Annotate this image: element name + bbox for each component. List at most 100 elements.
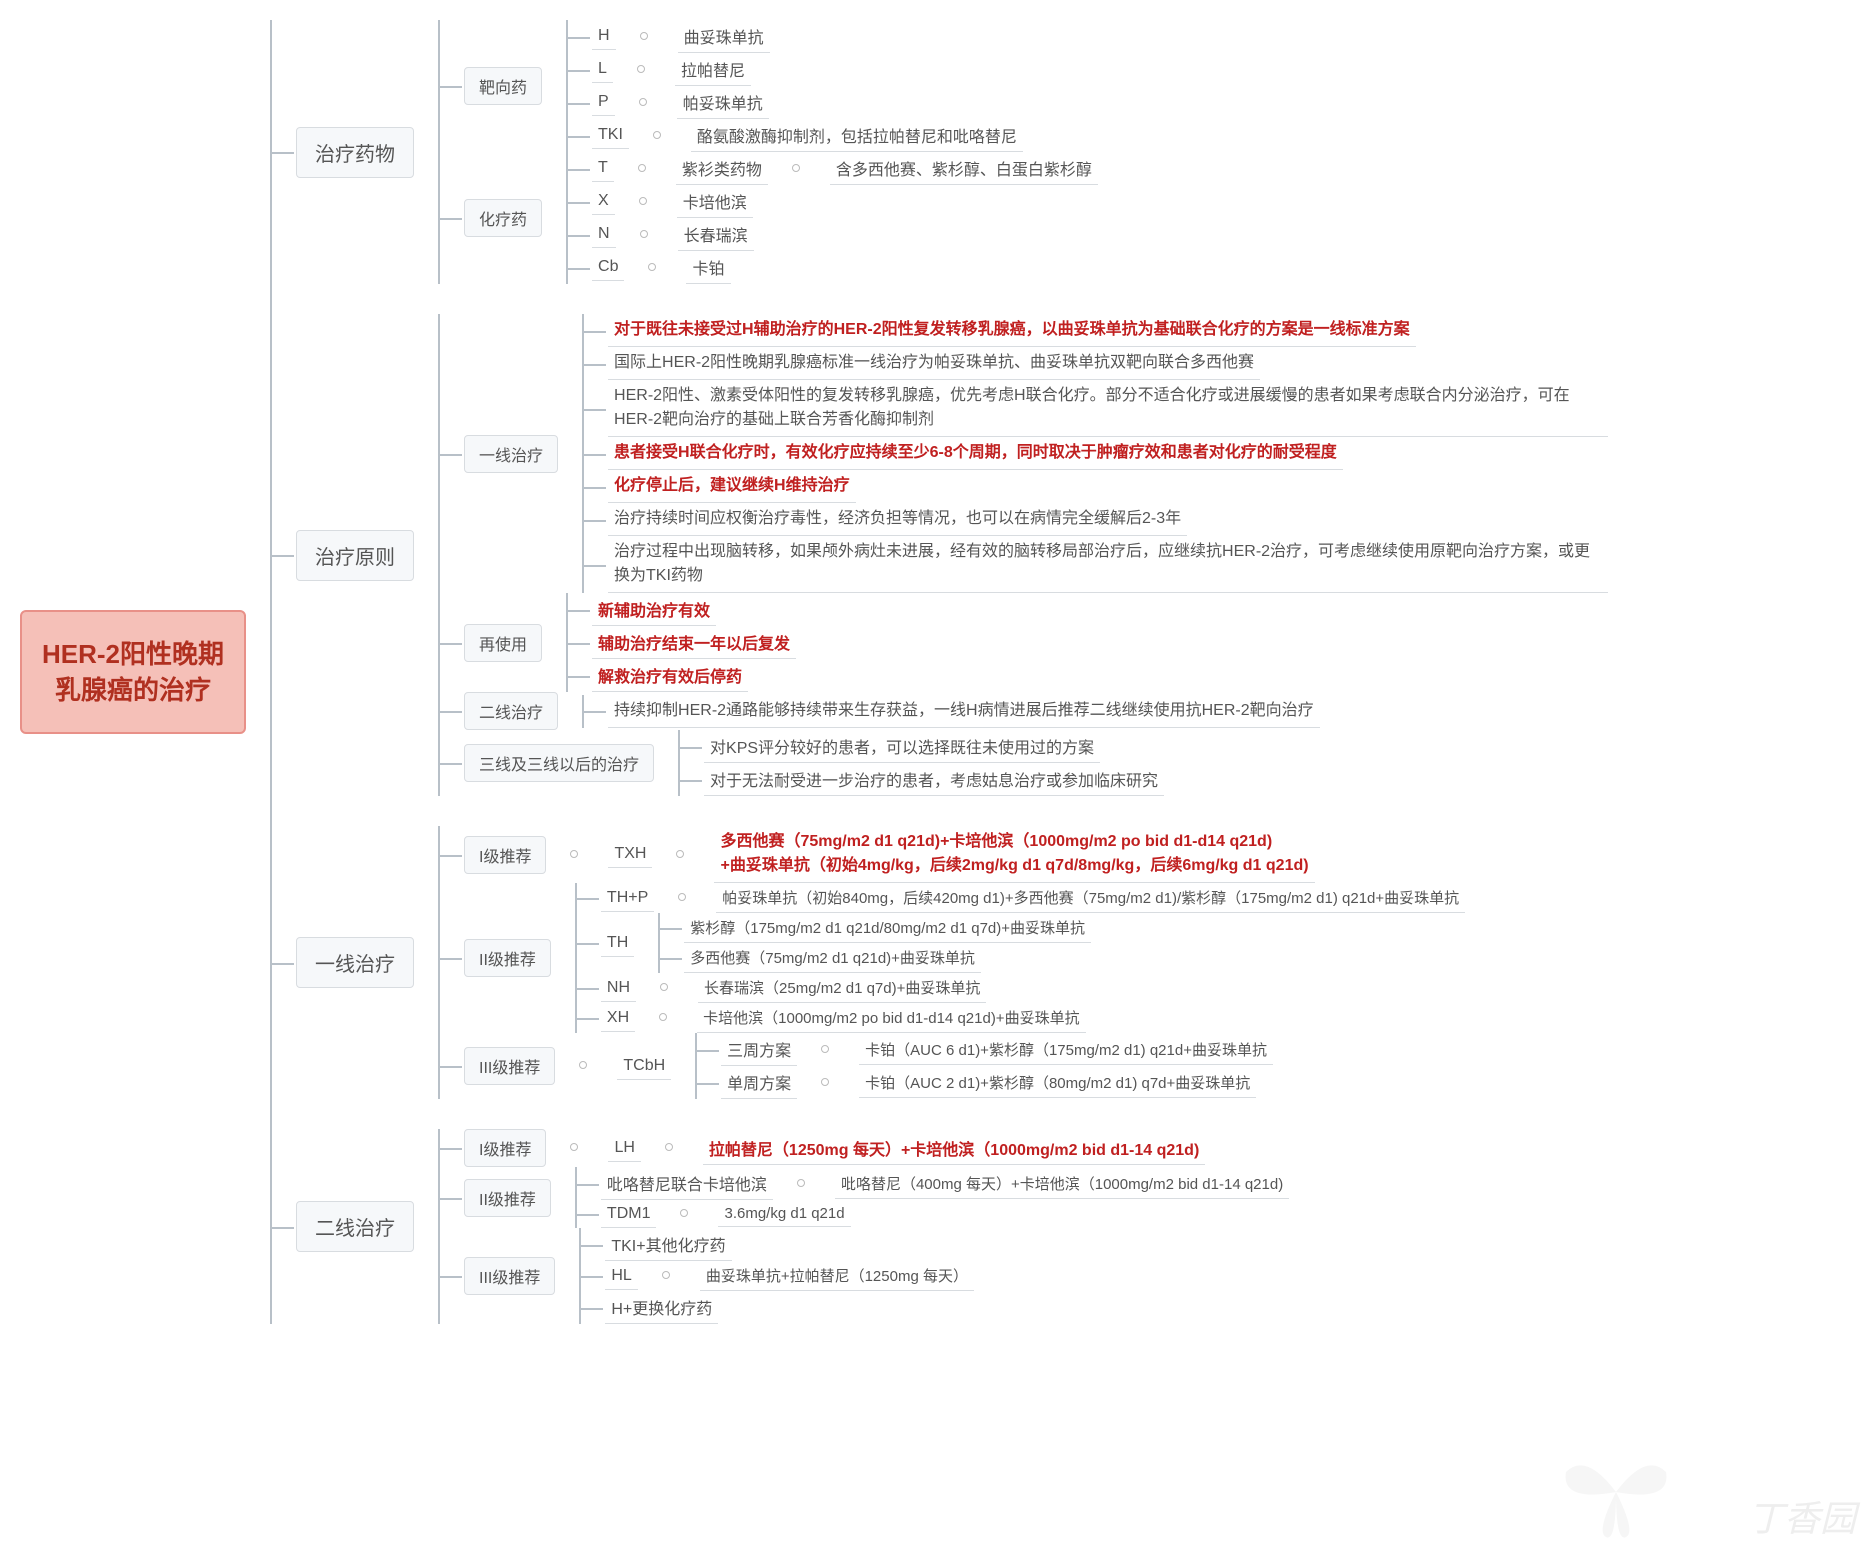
principles-node[interactable]: 治疗原则 xyxy=(296,530,414,581)
tdm1-name: 3.6mg/kg d1 q21d xyxy=(718,1201,850,1227)
fl-rec1-text: 多西他赛（75mg/m2 d1 q21d)+卡培他滨（1000mg/m2 po … xyxy=(714,826,1314,883)
sl-rec1-node[interactable]: I级推荐 xyxy=(464,1129,546,1167)
drug-n-name: 长春瑞滨 xyxy=(678,218,754,251)
p-first-b: 国际上HER-2阳性晚期乳腺癌标准一线治疗为帕妥珠单抗、曲妥珠单抗双靶向联合多西… xyxy=(608,347,1260,380)
drug-h-code: H xyxy=(592,23,616,50)
lh-code: LH xyxy=(608,1135,640,1162)
sl-r3c: H+更换化疗药 xyxy=(605,1291,718,1324)
thp-name: 帕妥珠单抗（初始840mg，后续420mg d1)+多西他赛（75mg/m2 d… xyxy=(716,883,1465,913)
sl-r2a-name: 吡咯替尼（400mg 每天）+卡培他滨（1000mg/m2 bid d1-14 … xyxy=(835,1169,1289,1199)
hl-name: 曲妥珠单抗+拉帕替尼（1250mg 每天） xyxy=(700,1261,974,1291)
meds-node[interactable]: 治疗药物 xyxy=(296,127,414,178)
dot-icon xyxy=(678,893,686,901)
dot-icon xyxy=(579,1061,587,1069)
fl-rec1-node[interactable]: I级推荐 xyxy=(464,836,546,874)
dot-icon xyxy=(570,850,578,858)
three-week-name: 卡铂（AUC 6 d1)+紫杉醇（175mg/m2 d1) q21d+曲妥珠单抗 xyxy=(859,1035,1273,1065)
drug-cb-name: 卡铂 xyxy=(686,251,730,284)
dot-icon xyxy=(680,1209,688,1217)
second-principle-node[interactable]: 二线治疗 xyxy=(464,692,558,730)
watermark-text: 丁香园 xyxy=(1748,1490,1856,1542)
reuse-b: 辅助治疗结束一年以后复发 xyxy=(592,626,796,659)
third-principle-node[interactable]: 三线及三线以后的治疗 xyxy=(464,744,654,782)
fl-rec3-node[interactable]: III级推荐 xyxy=(464,1047,555,1085)
nh-name: 长春瑞滨（25mg/m2 d1 q7d)+曲妥珠单抗 xyxy=(698,973,986,1003)
dot-icon xyxy=(638,164,646,172)
dot-icon xyxy=(821,1045,829,1053)
root-line1: HER-2阳性晚期 xyxy=(42,639,224,669)
drug-x-code: X xyxy=(592,188,615,215)
dot-icon xyxy=(639,197,647,205)
drug-t-code: T xyxy=(592,155,614,182)
p-first-a: 对于既往未接受过H辅助治疗的HER-2阳性复发转移乳腺癌，以曲妥珠单抗为基础联合… xyxy=(608,314,1416,347)
p-first-c: HER-2阳性、激素受体阳性的复发转移乳腺癌，优先考虑H联合化疗。部分不适合化疗… xyxy=(608,380,1608,437)
dot-icon xyxy=(653,131,661,139)
drug-n-code: N xyxy=(592,221,616,248)
three-week-title: 三周方案 xyxy=(721,1033,797,1066)
tdm1-code: TDM1 xyxy=(601,1201,657,1228)
root-line2: 乳腺癌的治疗 xyxy=(55,675,211,705)
fl-rec2-node[interactable]: II级推荐 xyxy=(464,939,551,977)
drug-tki-name: 酪氨酸激酶抑制剂，包括拉帕替尼和吡咯替尼 xyxy=(691,119,1023,152)
tcbh-code: TCbH xyxy=(617,1053,671,1080)
fl-rec1-code: TXH xyxy=(608,841,652,868)
drug-t-name: 紫衫类药物 xyxy=(676,152,768,185)
dot-icon xyxy=(797,1179,805,1187)
nh-code: NH xyxy=(601,975,636,1002)
dot-icon xyxy=(665,1143,673,1151)
p-second-a: 持续抑制HER-2通路能够持续带来生存获益，一线H病情进展后推荐二线继续使用抗H… xyxy=(608,695,1320,728)
dot-icon xyxy=(640,230,648,238)
secondline-node[interactable]: 二线治疗 xyxy=(296,1201,414,1252)
th-code: TH xyxy=(601,930,634,957)
thp-code: TH+P xyxy=(601,885,654,912)
p-third-b: 对于无法耐受进一步治疗的患者，考虑姑息治疗或参加临床研究 xyxy=(704,763,1164,796)
dot-icon xyxy=(648,263,656,271)
watermark-butterfly-icon xyxy=(1556,1442,1676,1542)
dot-icon xyxy=(640,32,648,40)
chemo-node[interactable]: 化疗药 xyxy=(464,199,542,237)
lh-name: 拉帕替尼（1250mg 每天）+卡培他滨（1000mg/m2 bid d1-14… xyxy=(703,1132,1205,1165)
dot-icon xyxy=(676,850,684,858)
sl-r2a-code: 吡咯替尼联合卡培他滨 xyxy=(601,1167,773,1200)
dot-icon xyxy=(659,1013,667,1021)
one-week-title: 单周方案 xyxy=(721,1066,797,1099)
drug-tki-code: TKI xyxy=(592,122,629,149)
p-first-g: 治疗过程中出现脑转移，如果颅外病灶未进展，经有效的脑转移局部治疗后，应继续抗HE… xyxy=(608,536,1608,593)
dot-icon xyxy=(639,98,647,106)
p-third-a: 对KPS评分较好的患者，可以选择既往未使用过的方案 xyxy=(704,730,1100,763)
drug-l-code: L xyxy=(592,56,613,83)
one-week-name: 卡铂（AUC 2 d1)+紫杉醇（80mg/m2 d1) q7d+曲妥珠单抗 xyxy=(859,1068,1256,1098)
reuse-a: 新辅助治疗有效 xyxy=(592,593,716,626)
mindmap: HER-2阳性晚期 乳腺癌的治疗 治疗药物 靶向药 H 曲妥珠单抗 L 拉帕替尼 P… xyxy=(20,20,1856,1324)
first-principle-node[interactable]: 一线治疗 xyxy=(464,435,558,473)
drug-h-name: 曲妥珠单抗 xyxy=(678,20,770,53)
reuse-node[interactable]: 再使用 xyxy=(464,624,542,662)
p-first-d: 患者接受H联合化疗时，有效化疗应持续至少6-8个周期，同时取决于肿瘤疗效和患者对… xyxy=(608,437,1343,470)
p-first-e: 化疗停止后，建议继续H维持治疗 xyxy=(608,470,856,503)
dot-icon xyxy=(570,1143,578,1151)
hl-code: HL xyxy=(605,1263,637,1290)
xh-name: 卡培他滨（1000mg/m2 po bid d1-d14 q21d)+曲妥珠单抗 xyxy=(697,1003,1085,1033)
drug-p-name: 帕妥珠单抗 xyxy=(677,86,769,119)
drug-p-code: P xyxy=(592,89,615,116)
th-b: 多西他赛（75mg/m2 d1 q21d)+曲妥珠单抗 xyxy=(684,943,981,973)
firstline-node[interactable]: 一线治疗 xyxy=(296,937,414,988)
drug-x-name: 卡培他滨 xyxy=(677,185,753,218)
drug-t-note: 含多西他赛、紫杉醇、白蛋白紫杉醇 xyxy=(830,152,1098,185)
sl-r3a: TKI+其他化疗药 xyxy=(605,1228,731,1261)
sl-rec3-node[interactable]: III级推荐 xyxy=(464,1257,555,1295)
dot-icon xyxy=(660,983,668,991)
p-first-f: 治疗持续时间应权衡治疗毒性，经济负担等情况，也可以在病情完全缓解后2-3年 xyxy=(608,503,1187,536)
drug-l-name: 拉帕替尼 xyxy=(675,53,751,86)
dot-icon xyxy=(792,164,800,172)
dot-icon xyxy=(662,1271,670,1279)
dot-icon xyxy=(637,65,645,73)
th-a: 紫杉醇（175mg/m2 d1 q21d/80mg/m2 d1 q7d)+曲妥珠… xyxy=(684,913,1091,943)
drug-cb-code: Cb xyxy=(592,254,624,281)
targeted-node[interactable]: 靶向药 xyxy=(464,67,542,105)
dot-icon xyxy=(821,1078,829,1086)
xh-code: XH xyxy=(601,1005,635,1032)
reuse-c: 解救治疗有效后停药 xyxy=(592,659,748,692)
root-node: HER-2阳性晚期 乳腺癌的治疗 xyxy=(20,610,246,735)
sl-rec2-node[interactable]: II级推荐 xyxy=(464,1179,551,1217)
